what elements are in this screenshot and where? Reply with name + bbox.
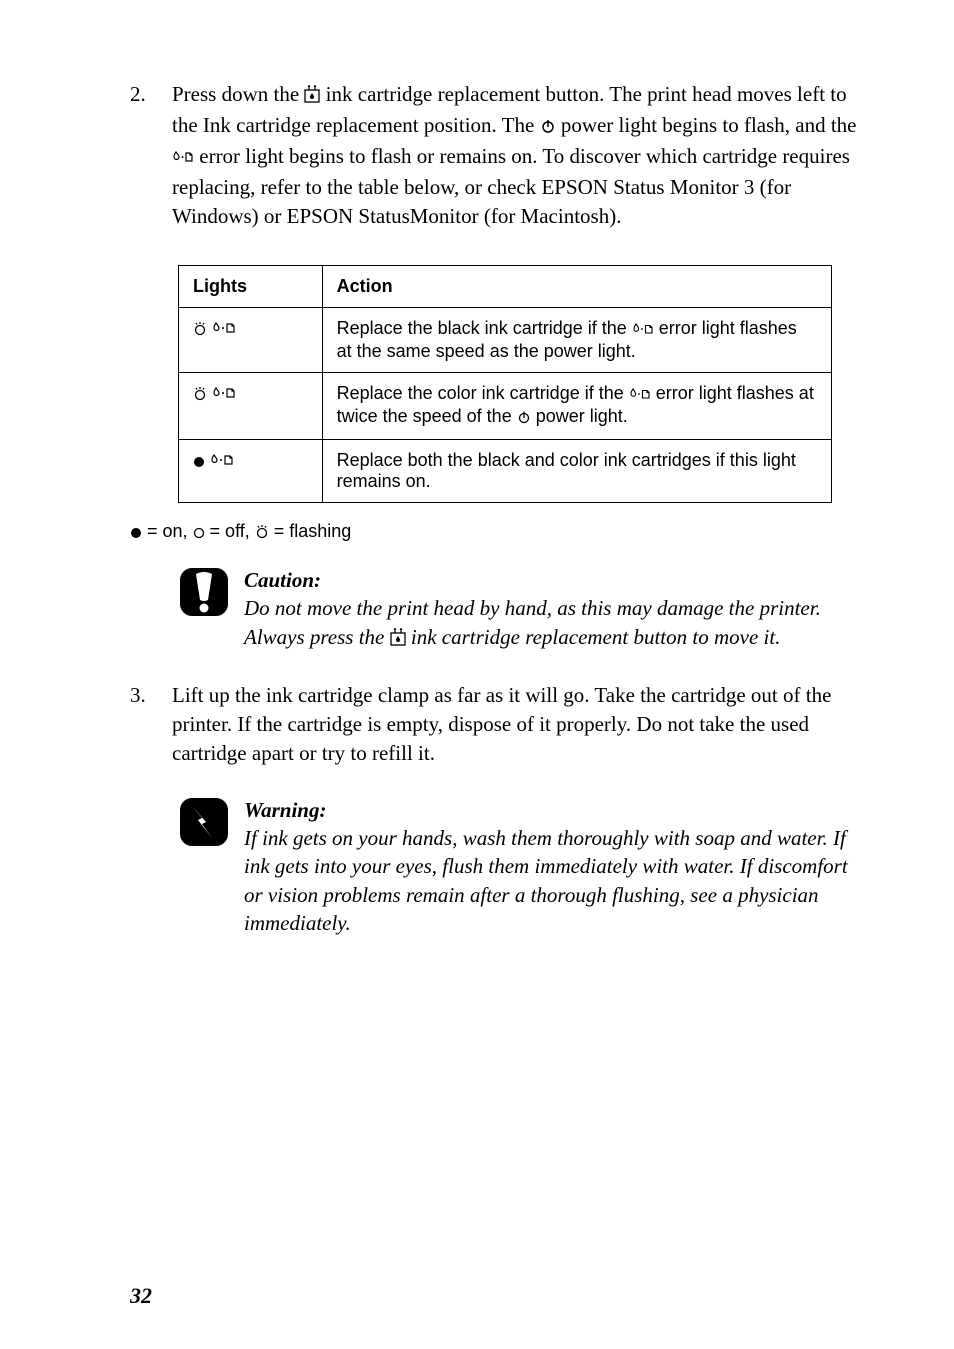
caution-callout: Caution: Do not move the print head by h…: [178, 566, 859, 653]
table-row1-lights: [179, 307, 323, 372]
legend-off: = off,: [205, 521, 255, 541]
error-icon: [172, 144, 194, 173]
flash-dot-icon: [255, 523, 269, 544]
flash-dot-icon: [193, 320, 207, 341]
power-icon: [517, 408, 531, 429]
legend: = on, = off, = flashing: [130, 521, 859, 544]
table-row3-lights: [179, 439, 323, 502]
legend-flash: = flashing: [269, 521, 352, 541]
error-icon: [210, 452, 234, 473]
lights-table: Lights Action Replace the black ink cart…: [178, 265, 832, 503]
step-2-body: Press down the ink cartridge replacement…: [172, 80, 859, 231]
table-row: Replace the color ink cartridge if the e…: [179, 372, 832, 439]
table-header-action: Action: [322, 265, 831, 307]
on-dot-icon: [193, 452, 205, 473]
warning-callout: Warning: If ink gets on your hands, wash…: [178, 796, 859, 938]
off-dot-icon: [193, 523, 205, 544]
ink-replace-icon: [304, 82, 320, 111]
r2-pre: Replace the color ink cartridge if the: [337, 383, 629, 403]
lights-table-wrap: Lights Action Replace the black ink cart…: [178, 265, 859, 503]
caution-text-1: ink cartridge replacement button to move…: [406, 625, 781, 649]
table-row2-action: Replace the color ink cartridge if the e…: [322, 372, 831, 439]
r2-post: power light.: [531, 406, 628, 426]
table-row: Replace both the black and color ink car…: [179, 439, 832, 502]
error-icon: [212, 320, 236, 341]
table-row1-action: Replace the black ink cartridge if the e…: [322, 307, 831, 372]
power-icon: [540, 113, 556, 142]
table-row: Replace the black ink cartridge if the e…: [179, 307, 832, 372]
flash-dot-icon: [193, 385, 207, 406]
step-2: 2. Press down the ink cartridge replacem…: [130, 80, 859, 231]
step2-text-2: power light begins to flash, and the: [556, 113, 857, 137]
step-3-body: Lift up the ink cartridge clamp as far a…: [172, 681, 859, 768]
caution-title: Caution:: [244, 568, 321, 592]
legend-on: = on,: [142, 521, 193, 541]
on-dot-icon: [130, 523, 142, 544]
step-2-number: 2.: [130, 80, 154, 231]
warning-body: Warning: If ink gets on your hands, wash…: [244, 796, 859, 938]
table-header-lights: Lights: [179, 265, 323, 307]
step2-text-3: error light begins to flash or remains o…: [172, 144, 850, 228]
step-3-number: 3.: [130, 681, 154, 768]
r1-pre: Replace the black ink cartridge if the: [337, 318, 632, 338]
ink-replace-icon: [390, 625, 406, 653]
warning-title: Warning:: [244, 798, 326, 822]
error-icon: [212, 385, 236, 406]
caution-body: Caution: Do not move the print head by h…: [244, 566, 859, 653]
warning-icon: [178, 796, 230, 848]
warning-text: If ink gets on your hands, wash them tho…: [244, 826, 848, 935]
table-header-row: Lights Action: [179, 265, 832, 307]
page-number: 32: [130, 1283, 152, 1309]
step-3: 3. Lift up the ink cartridge clamp as fa…: [130, 681, 859, 768]
page: 2. Press down the ink cartridge replacem…: [0, 0, 954, 1349]
error-icon: [629, 385, 651, 406]
step2-text-0: Press down the: [172, 82, 304, 106]
error-icon: [632, 320, 654, 341]
table-row2-lights: [179, 372, 323, 439]
table-row3-action: Replace both the black and color ink car…: [322, 439, 831, 502]
caution-icon: [178, 566, 230, 618]
